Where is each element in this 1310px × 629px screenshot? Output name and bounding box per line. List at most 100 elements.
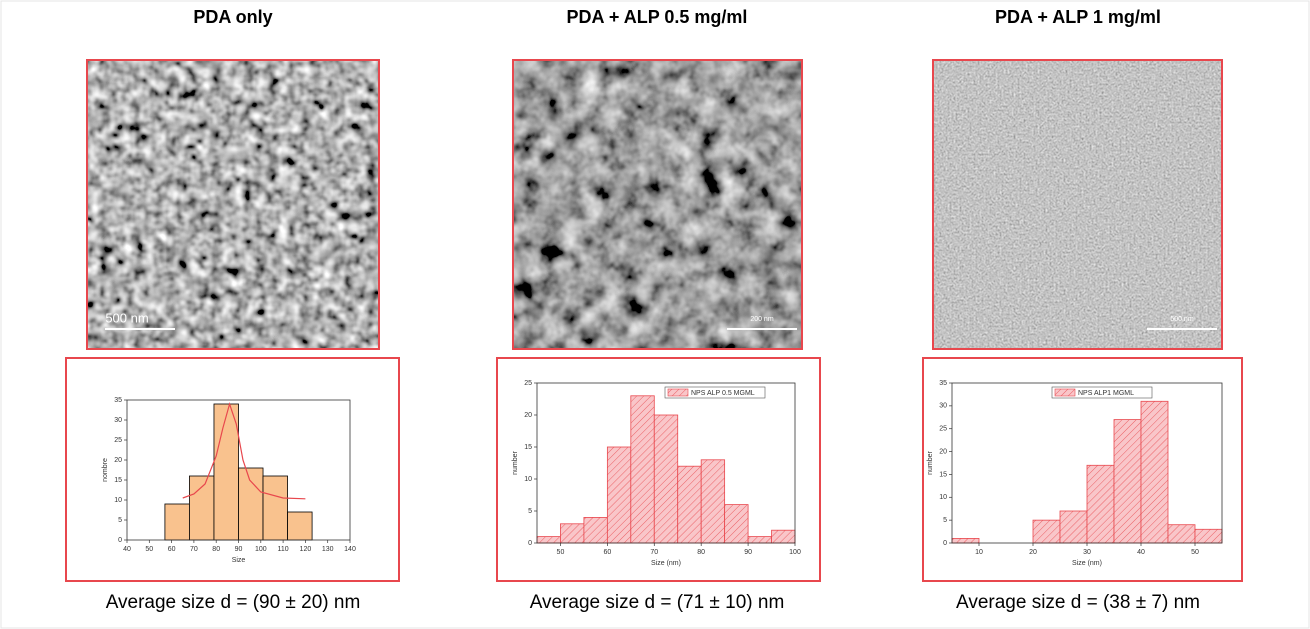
bar [1113, 419, 1142, 544]
y-tick-label: 10 [524, 476, 532, 483]
bar [583, 517, 608, 544]
bar [677, 465, 702, 544]
legend-box [664, 386, 766, 399]
x-tick-label: 80 [697, 549, 705, 556]
image-border [932, 59, 1223, 350]
x-axis-label: Size (nm) [651, 560, 681, 567]
bar [747, 536, 772, 544]
bar [560, 523, 585, 544]
content: PDA only 500 nm Average size d = (90 ± 20)… [65, 7, 1243, 613]
caption: Average size d = (38 ± 7) nm [956, 592, 1200, 613]
x-axis-label: Size [232, 557, 246, 564]
x-tick-label: 10 [975, 549, 983, 556]
y-axis-label: nombre [102, 458, 109, 482]
bar [771, 529, 796, 544]
bar [164, 503, 190, 541]
y-tick-label: 0 [943, 540, 947, 547]
legend-label: NPS ALP 0.5 MGML [691, 390, 755, 397]
x-tick-label: 30 [1083, 549, 1091, 556]
x-tick-label: 60 [603, 549, 611, 556]
y-tick-label: 25 [939, 426, 947, 433]
y-tick-label: 0 [118, 537, 122, 544]
y-tick-label: 35 [939, 380, 947, 387]
y-tick-label: 5 [943, 517, 947, 524]
sem-image [513, 60, 802, 349]
y-tick-label: 30 [114, 417, 122, 424]
bar [262, 475, 288, 541]
bar [1059, 510, 1088, 544]
bar [630, 395, 655, 544]
panel-title: PDA + ALP 0.5 mg/ml [567, 7, 748, 27]
x-tick-label: 50 [145, 546, 153, 553]
y-tick-label: 5 [528, 508, 532, 515]
x-tick-label: 50 [1191, 549, 1199, 556]
x-axis-label: Size (nm) [1072, 560, 1102, 567]
x-tick-label: 110 [278, 546, 289, 553]
x-tick-label: 100 [255, 546, 267, 553]
x-tick-label: 40 [123, 546, 131, 553]
x-tick-label: 70 [650, 549, 658, 556]
y-tick-label: 0 [528, 540, 532, 547]
bar [700, 459, 726, 544]
x-tick-label: 50 [557, 549, 565, 556]
x-tick-label: 90 [235, 546, 243, 553]
x-tick-label: 20 [1029, 549, 1037, 556]
y-tick-label: 20 [939, 448, 947, 455]
x-tick-label: 130 [322, 546, 334, 553]
y-axis-label: number [927, 450, 934, 474]
bar [606, 446, 632, 544]
x-tick-label: 40 [1137, 549, 1145, 556]
image-border [512, 59, 803, 350]
y-tick-label: 20 [114, 457, 122, 464]
x-tick-label: 140 [344, 546, 356, 553]
scale-bar-label: 500 nm [1170, 316, 1194, 323]
legend-swatch [1054, 388, 1076, 397]
panel-title: PDA only [193, 7, 272, 27]
y-tick-label: 25 [114, 437, 122, 444]
bar [653, 414, 679, 544]
fit-curve [182, 401, 306, 500]
y-tick-label: 30 [939, 403, 947, 410]
bar [287, 511, 313, 541]
bar [238, 467, 264, 541]
y-tick-label: 10 [939, 494, 947, 501]
bar [724, 504, 749, 544]
bar [213, 403, 239, 541]
bar [1140, 400, 1169, 544]
x-tick-label: 60 [168, 546, 176, 553]
sem-image [933, 60, 1222, 349]
legend-label: NPS ALP1 MGML [1078, 390, 1134, 397]
x-tick-label: 80 [212, 546, 220, 553]
sem-image [87, 60, 379, 349]
y-tick-label: 15 [939, 471, 947, 478]
y-tick-label: 20 [524, 412, 532, 419]
y-tick-label: 10 [114, 497, 122, 504]
y-tick-label: 15 [524, 444, 532, 451]
y-tick-label: 5 [118, 517, 122, 524]
x-tick-label: 90 [744, 549, 752, 556]
caption: Average size d = (71 ± 10) nm [530, 592, 785, 613]
image-border [86, 59, 380, 350]
y-tick-label: 35 [114, 397, 122, 404]
bar [951, 538, 980, 544]
x-tick-label: 70 [190, 546, 198, 553]
bar [1167, 524, 1196, 544]
bar [1032, 519, 1061, 544]
bar [189, 475, 215, 541]
y-axis-label: number [512, 450, 519, 474]
scale-bar-label: 500 nm [105, 310, 148, 325]
panel-title: PDA + ALP 1 mg/ml [995, 7, 1161, 27]
x-tick-label: 100 [789, 549, 801, 556]
y-tick-label: 15 [114, 477, 122, 484]
plot-frame [536, 382, 796, 544]
bar [1086, 464, 1115, 544]
legend-box [1051, 386, 1153, 399]
x-tick-label: 120 [300, 546, 312, 553]
bar [1194, 528, 1223, 544]
legend-swatch [667, 388, 689, 397]
y-tick-label: 25 [524, 380, 532, 387]
caption: Average size d = (90 ± 20) nm [106, 592, 361, 613]
scale-bar-label: 200 nm [750, 316, 774, 323]
bar [536, 536, 561, 544]
